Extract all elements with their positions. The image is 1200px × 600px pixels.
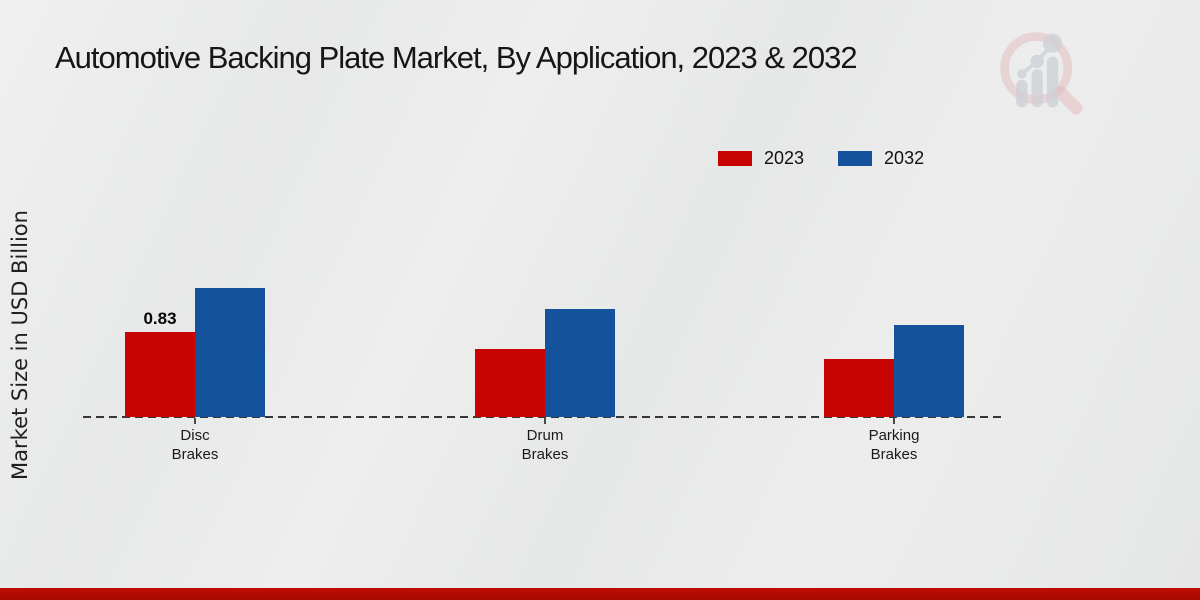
bar-group-parking-brakes: [824, 325, 964, 417]
legend-item-2032: 2032: [838, 148, 924, 169]
data-label-2023-disc-brakes: 0.83: [143, 309, 177, 328]
x-axis-baseline: [83, 416, 1006, 418]
legend: 2023 2032: [718, 148, 924, 169]
legend-swatch-2032: [838, 151, 873, 166]
bar-2032-drum-brakes: [545, 309, 615, 417]
market-research-future-logo: [1000, 32, 1083, 115]
bar-group-disc-brakes: 0.83: [125, 288, 265, 417]
bar-2032-parking-brakes: [894, 325, 964, 417]
bar-2023-disc-brakes: 0.83: [125, 309, 195, 417]
bar-group-drum-brakes: [475, 309, 615, 417]
chart-title: Automotive Backing Plate Market, By Appl…: [55, 40, 858, 75]
footer-accent-bar: [0, 588, 1200, 600]
bar-2023-drum-brakes: [475, 349, 545, 417]
axis-tick-disc-brakes: [194, 418, 196, 424]
bar-2023-parking-brakes: [824, 359, 894, 417]
category-label-drum-brakes: Drum Brakes: [521, 427, 569, 463]
legend-swatch-2023: [718, 151, 752, 166]
category-label-parking-brakes: Parking Brakes: [868, 427, 920, 463]
category-label-disc-brakes: Disc Brakes: [171, 427, 219, 463]
legend-item-2023: 2023: [718, 148, 804, 169]
bar-trend-icon: [1016, 33, 1063, 108]
legend-label-2032: 2032: [884, 148, 925, 168]
axis-tick-drum-brakes: [544, 418, 546, 424]
axis-tick-parking-brakes: [893, 418, 895, 424]
bar-2032-disc-brakes: [195, 288, 265, 417]
legend-label-2023: 2023: [764, 148, 805, 168]
